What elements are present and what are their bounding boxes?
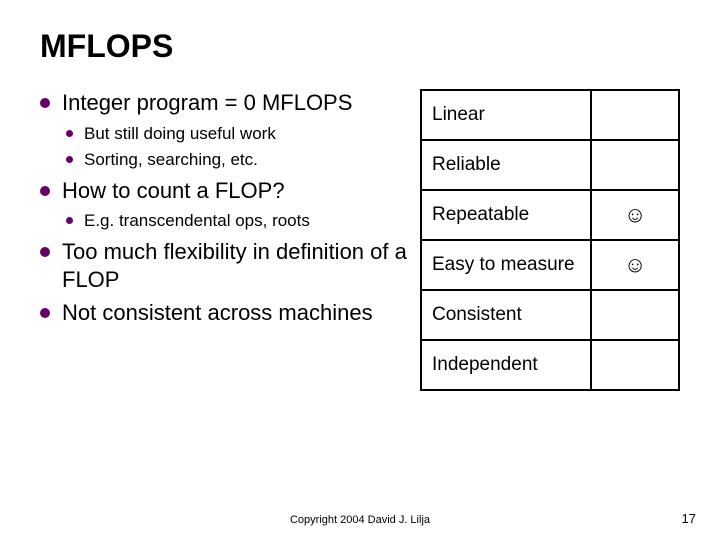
bullet-item: How to count a FLOP? E.g. transcendental… (40, 177, 408, 233)
sub-bullet-item: E.g. transcendental ops, roots (62, 210, 408, 232)
inner-list: But still doing useful work Sorting, sea… (62, 123, 408, 171)
bullet-item: Integer program = 0 MFLOPS But still doi… (40, 89, 408, 171)
outer-list: Integer program = 0 MFLOPS But still doi… (40, 89, 408, 327)
criteria-mark: ☺ (591, 190, 679, 240)
criteria-mark (591, 290, 679, 340)
slide-title: MFLOPS (40, 28, 680, 65)
table-row: Consistent (421, 290, 679, 340)
table-row: Linear (421, 90, 679, 140)
criteria-label: Repeatable (421, 190, 591, 240)
bullet-item: Not consistent across machines (40, 299, 408, 327)
inner-list: E.g. transcendental ops, roots (62, 210, 408, 232)
bullet-text: Not consistent across machines (62, 300, 373, 325)
sub-bullet-item: But still doing useful work (62, 123, 408, 145)
bullet-text: How to count a FLOP? (62, 178, 285, 203)
content-area: Integer program = 0 MFLOPS But still doi… (40, 89, 680, 391)
page-number: 17 (682, 511, 696, 526)
bullet-text: Integer program = 0 MFLOPS (62, 90, 352, 115)
table-row: Easy to measure ☺ (421, 240, 679, 290)
bullet-item: Too much flexibility in definition of a … (40, 238, 408, 293)
criteria-label: Consistent (421, 290, 591, 340)
criteria-mark (591, 340, 679, 390)
bullets-column: Integer program = 0 MFLOPS But still doi… (40, 89, 408, 391)
criteria-label: Independent (421, 340, 591, 390)
table-row: Independent (421, 340, 679, 390)
bullet-text: Too much flexibility in definition of a … (62, 239, 407, 292)
table-column: Linear Reliable Repeatable ☺ Easy to mea… (420, 89, 680, 391)
criteria-label: Reliable (421, 140, 591, 190)
criteria-mark (591, 140, 679, 190)
slide: MFLOPS Integer program = 0 MFLOPS But st… (0, 0, 720, 540)
copyright-footer: Copyright 2004 David J. Lilja (0, 514, 720, 526)
table-row: Reliable (421, 140, 679, 190)
sub-bullet-item: Sorting, searching, etc. (62, 149, 408, 171)
table-row: Repeatable ☺ (421, 190, 679, 240)
criteria-mark (591, 90, 679, 140)
criteria-mark: ☺ (591, 240, 679, 290)
criteria-table: Linear Reliable Repeatable ☺ Easy to mea… (420, 89, 680, 391)
criteria-label: Linear (421, 90, 591, 140)
criteria-label: Easy to measure (421, 240, 591, 290)
